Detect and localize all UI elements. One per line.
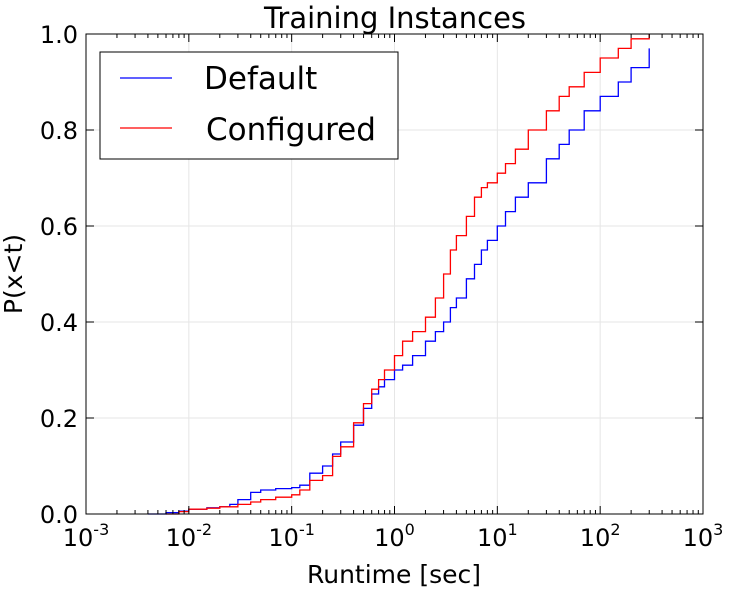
y-tick-label: 0.4 [40, 309, 78, 337]
x-tick-exponent: -3 [93, 520, 109, 539]
series-line-default [147, 48, 650, 515]
y-tick-label: 0.6 [40, 213, 78, 241]
legend-label-default: Default [204, 61, 317, 97]
x-axis-label: Runtime [sec] [307, 560, 481, 589]
x-tick-base: 10 [683, 524, 714, 552]
series-layer [147, 34, 650, 515]
x-tick-exponent: -1 [299, 520, 315, 539]
y-axis-label: P(x<t) [0, 234, 28, 314]
y-tick-label: 0.8 [40, 117, 78, 145]
x-tick-base: 10 [374, 524, 405, 552]
x-tick-base: 10 [166, 524, 197, 552]
x-tick-label: 102 [580, 520, 621, 552]
x-tick-label: 10-2 [166, 520, 213, 552]
legend: Default Configured [99, 51, 399, 160]
y-tick-label: 0.0 [40, 501, 78, 529]
y-tick-labels: 0.0 0.2 0.4 0.6 0.8 1.0 [40, 21, 78, 529]
y-tick-label: 0.2 [40, 405, 78, 433]
x-tick-base: 10 [580, 524, 611, 552]
x-tick-exponent: 3 [713, 520, 723, 539]
series-line-configured [166, 34, 650, 515]
x-tick-exponent: 1 [508, 520, 518, 539]
x-tick-exponent: -2 [196, 520, 212, 539]
x-tick-base: 10 [268, 524, 299, 552]
legend-box [99, 51, 399, 160]
x-tick-label: 10-1 [268, 520, 315, 552]
axis-ticks [85, 33, 704, 515]
x-tick-labels: 10-3 10-2 10-1 100 101 102 103 [63, 520, 724, 552]
legend-label-configured: Configured [206, 112, 376, 148]
x-tick-base: 10 [477, 524, 508, 552]
chart-title: Training Instances [263, 1, 526, 35]
x-tick-base: 10 [63, 524, 94, 552]
x-tick-label: 10-3 [63, 520, 110, 552]
y-tick-label: 1.0 [40, 21, 78, 49]
x-tick-exponent: 2 [610, 520, 620, 539]
x-tick-label: 101 [477, 520, 518, 552]
x-tick-label: 103 [683, 520, 724, 552]
x-tick-exponent: 0 [405, 520, 415, 539]
x-tick-label: 100 [374, 520, 415, 552]
